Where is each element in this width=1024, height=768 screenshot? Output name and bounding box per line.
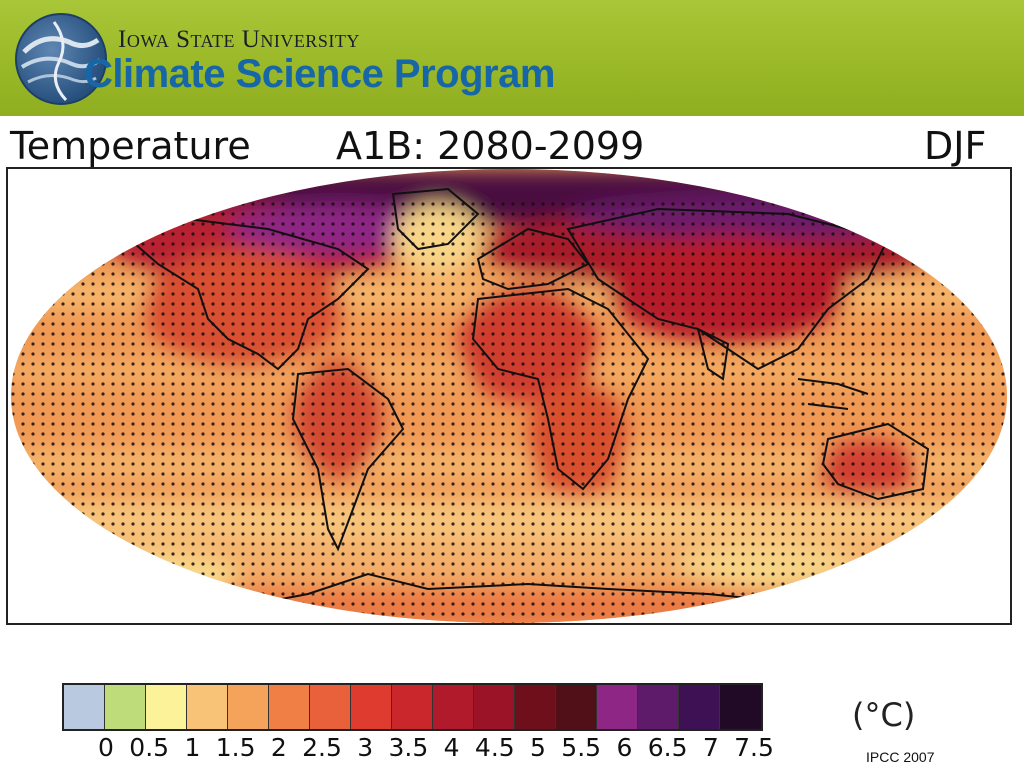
legend-tick-label: 2: [270, 733, 287, 762]
legend-tick-label: 7.5: [734, 733, 774, 762]
header-banner: Iowa State University Climate Science Pr…: [0, 0, 1024, 116]
legend-tick-label: 5.5: [561, 733, 602, 762]
legend-swatch: [310, 685, 351, 729]
legend-tick-label: 6: [616, 733, 633, 762]
legend-tick-label: 6.5: [647, 733, 688, 762]
legend-swatch: [351, 685, 392, 729]
isu-globe-logo-icon: [15, 13, 107, 105]
legend-swatch: [433, 685, 474, 729]
legend-tick-label: 3.5: [388, 733, 429, 762]
legend-swatch: [146, 685, 187, 729]
source-credit: IPCC 2007: [866, 749, 935, 765]
legend-tick-label: 7: [702, 733, 719, 762]
legend-swatch: [105, 685, 146, 729]
legend-swatch: [720, 685, 761, 729]
temperature-change-map: [11, 169, 1007, 623]
map-season-title: DJF: [924, 124, 987, 168]
map-scenario-title: A1B: 2080-2099: [336, 124, 645, 168]
legend-swatch: [64, 685, 105, 729]
color-scale-legend: [62, 683, 763, 731]
legend-swatch: [474, 685, 515, 729]
legend-tick-label: 0: [98, 733, 114, 762]
legend-swatch: [187, 685, 228, 729]
legend-tick-label: 0.5: [129, 733, 170, 762]
legend-swatch: [679, 685, 720, 729]
legend-tick-label: 5: [530, 733, 546, 762]
unit-label: (°C): [852, 696, 916, 734]
map-variable-title: Temperature: [10, 124, 251, 168]
color-scale-tick-labels: 0 0.5 1 1.5 2 2.5 3 3.5 4 4.5 5 5.5 6 6.5 7 7.5: [76, 733, 796, 765]
legend-swatch: [269, 685, 310, 729]
program-name: Climate Science Program: [84, 52, 555, 96]
legend-swatch: [515, 685, 556, 729]
legend-tick-label: 3: [357, 733, 374, 762]
legend-tick-label: 1.5: [215, 733, 256, 762]
legend-swatch: [228, 685, 269, 729]
legend-tick-label: 4: [443, 733, 460, 762]
legend-swatch: [638, 685, 679, 729]
legend-tick-label: 4.5: [474, 733, 515, 762]
university-name: Iowa State University: [118, 26, 360, 53]
legend-tick-label: 2.5: [302, 733, 342, 762]
legend-swatch: [556, 685, 597, 729]
legend-swatch: [597, 685, 638, 729]
legend-swatch: [392, 685, 433, 729]
legend-tick-label: 1: [184, 733, 201, 762]
